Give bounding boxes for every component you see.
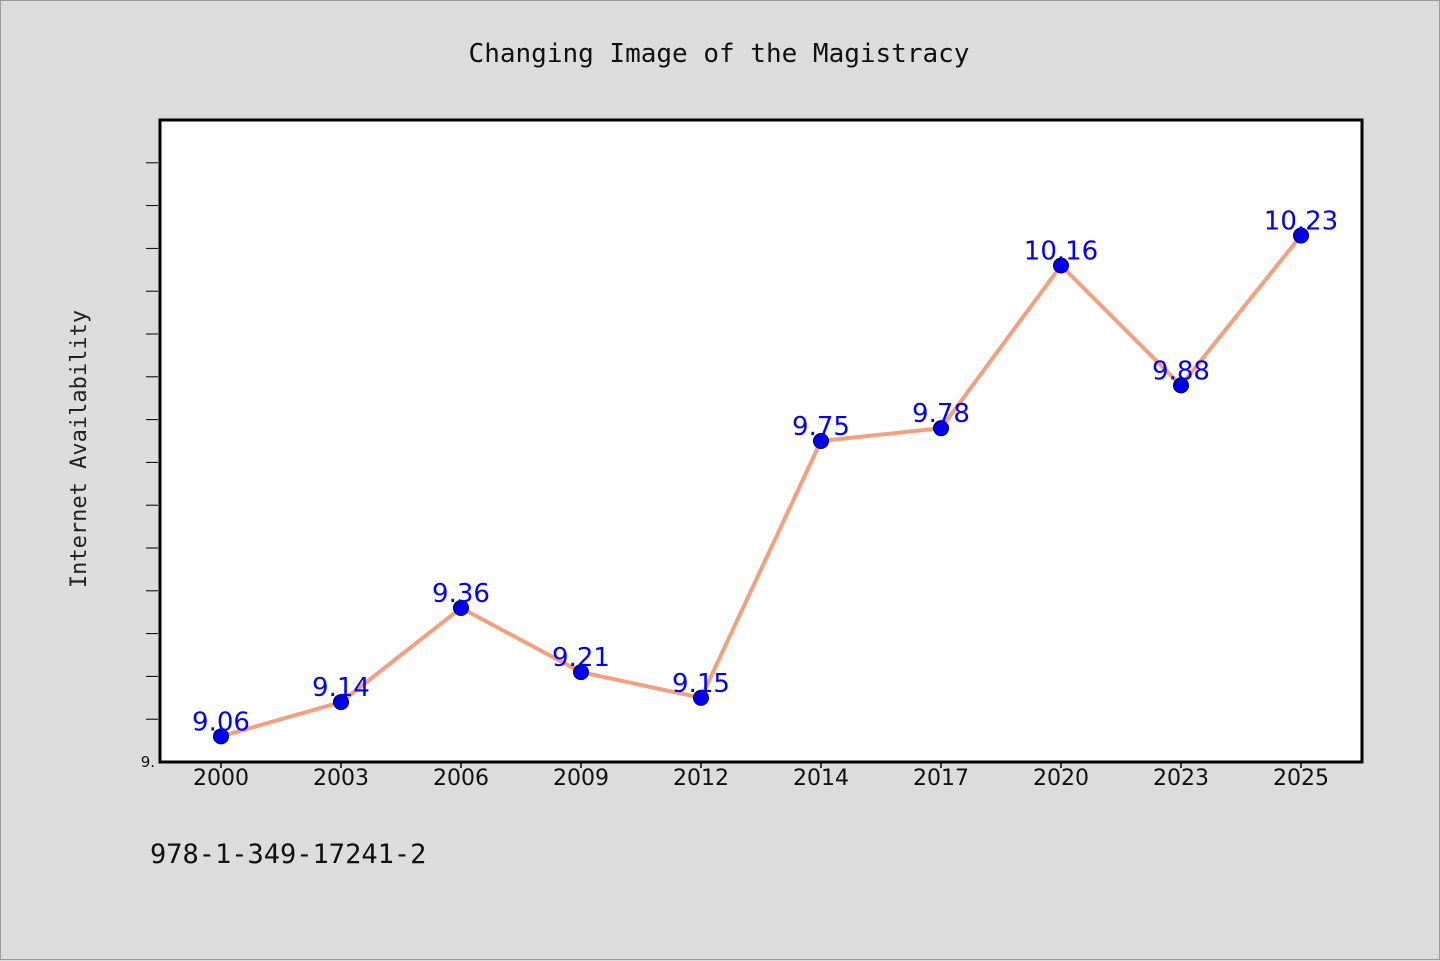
data-label: 9.15 xyxy=(672,669,730,699)
data-markers xyxy=(213,227,1309,745)
data-point xyxy=(213,728,229,745)
x-tick-label: 2020 xyxy=(1033,766,1089,791)
data-label: 10.16 xyxy=(1024,237,1098,267)
data-labels: 9.06 9.14 9.36 9.21 9.15 9.75 9.78 10.16 9.88 10.… xyxy=(192,207,1338,738)
data-point xyxy=(453,599,469,616)
data-label: 10.23 xyxy=(1264,207,1338,237)
data-point xyxy=(1293,227,1309,244)
data-point xyxy=(933,420,949,437)
x-tick-label: 2014 xyxy=(793,766,849,791)
data-point xyxy=(573,664,589,681)
data-label: 9.14 xyxy=(312,673,370,703)
footer-isbn: 978-1-349-17241-2 xyxy=(150,839,426,870)
data-point xyxy=(333,694,349,711)
data-point xyxy=(1053,257,1069,274)
y-axis-ticks xyxy=(146,162,158,720)
x-tick-label: 2009 xyxy=(553,766,609,791)
y-axis-label: Internet Availability xyxy=(67,310,92,588)
x-tick-label: 2017 xyxy=(913,766,969,791)
data-point xyxy=(813,433,829,449)
x-tick-label: 2023 xyxy=(1153,766,1209,791)
data-label: 9.78 xyxy=(912,399,970,429)
plot-area xyxy=(158,118,1364,764)
x-tick-label: 2006 xyxy=(433,766,489,791)
x-tick-label: 2003 xyxy=(313,766,369,791)
x-tick-label: 2000 xyxy=(193,766,249,791)
data-label: 9.88 xyxy=(1152,356,1210,386)
data-label: 9.06 xyxy=(192,707,250,737)
data-label: 9.21 xyxy=(552,643,610,673)
series-line xyxy=(219,233,1303,739)
series-line-group xyxy=(219,233,1303,739)
x-tick-label: 2012 xyxy=(673,766,729,791)
data-point xyxy=(693,689,709,706)
data-label: 9.75 xyxy=(792,412,850,442)
data-point xyxy=(1173,377,1189,394)
chart-title: Changing Image of the Magistracy xyxy=(469,39,970,69)
data-label: 9.36 xyxy=(432,579,490,609)
x-tick-label: 2025 xyxy=(1273,766,1329,791)
y-tick-label: 9. xyxy=(141,753,155,771)
x-axis-ticks: 2000 2003 2006 2009 2012 2014 2017 2020 2023 2025 xyxy=(193,762,1329,791)
